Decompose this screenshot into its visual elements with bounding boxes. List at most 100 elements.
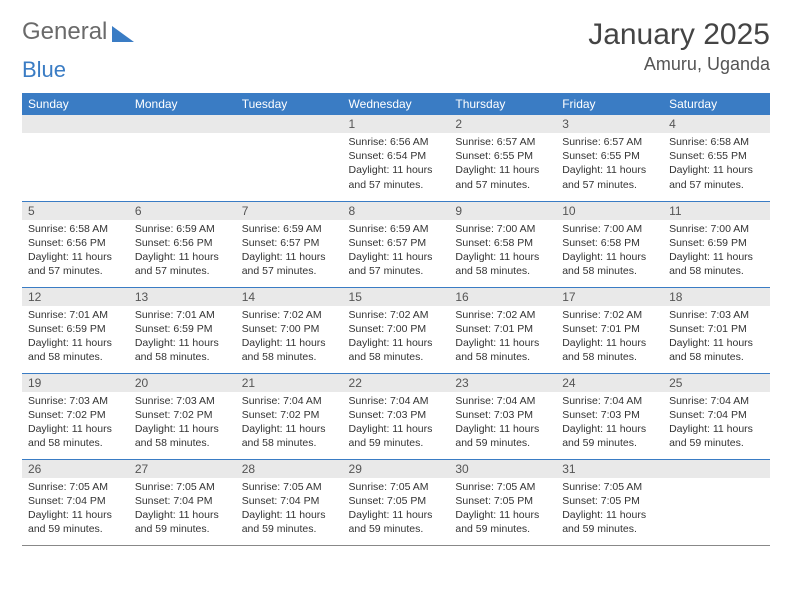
- date-bar: 22: [343, 374, 450, 392]
- logo-triangle-icon: [112, 26, 134, 42]
- date-bar: 5: [22, 202, 129, 220]
- day-info: Sunrise: 6:57 AMSunset: 6:55 PMDaylight:…: [449, 133, 556, 198]
- date-bar: 13: [129, 288, 236, 306]
- calendar-cell: 28Sunrise: 7:05 AMSunset: 7:04 PMDayligh…: [236, 459, 343, 545]
- calendar-cell: 3Sunrise: 6:57 AMSunset: 6:55 PMDaylight…: [556, 115, 663, 201]
- day-info: Sunrise: 7:05 AMSunset: 7:04 PMDaylight:…: [22, 478, 129, 543]
- day-info: Sunrise: 7:03 AMSunset: 7:01 PMDaylight:…: [663, 306, 770, 371]
- date-bar: 7: [236, 202, 343, 220]
- date-bar: [129, 115, 236, 133]
- calendar-cell: 16Sunrise: 7:02 AMSunset: 7:01 PMDayligh…: [449, 287, 556, 373]
- calendar-week-row: 19Sunrise: 7:03 AMSunset: 7:02 PMDayligh…: [22, 373, 770, 459]
- date-bar: 4: [663, 115, 770, 133]
- date-bar: 31: [556, 460, 663, 478]
- date-bar: 1: [343, 115, 450, 133]
- calendar-cell: 12Sunrise: 7:01 AMSunset: 6:59 PMDayligh…: [22, 287, 129, 373]
- day-info: Sunrise: 7:00 AMSunset: 6:58 PMDaylight:…: [556, 220, 663, 285]
- calendar-cell: 9Sunrise: 7:00 AMSunset: 6:58 PMDaylight…: [449, 201, 556, 287]
- date-bar: 8: [343, 202, 450, 220]
- day-info: Sunrise: 7:03 AMSunset: 7:02 PMDaylight:…: [129, 392, 236, 457]
- date-bar: 11: [663, 202, 770, 220]
- calendar-cell: 5Sunrise: 6:58 AMSunset: 6:56 PMDaylight…: [22, 201, 129, 287]
- day-info: Sunrise: 7:00 AMSunset: 6:58 PMDaylight:…: [449, 220, 556, 285]
- calendar-cell: 22Sunrise: 7:04 AMSunset: 7:03 PMDayligh…: [343, 373, 450, 459]
- calendar-cell: 19Sunrise: 7:03 AMSunset: 7:02 PMDayligh…: [22, 373, 129, 459]
- day-info: Sunrise: 6:59 AMSunset: 6:56 PMDaylight:…: [129, 220, 236, 285]
- day-info: Sunrise: 7:00 AMSunset: 6:59 PMDaylight:…: [663, 220, 770, 285]
- date-bar: 17: [556, 288, 663, 306]
- day-info: Sunrise: 7:02 AMSunset: 7:00 PMDaylight:…: [343, 306, 450, 371]
- day-info: Sunrise: 7:02 AMSunset: 7:01 PMDaylight:…: [449, 306, 556, 371]
- calendar-cell: 21Sunrise: 7:04 AMSunset: 7:02 PMDayligh…: [236, 373, 343, 459]
- calendar-cell: 29Sunrise: 7:05 AMSunset: 7:05 PMDayligh…: [343, 459, 450, 545]
- calendar-cell: 2Sunrise: 6:57 AMSunset: 6:55 PMDaylight…: [449, 115, 556, 201]
- day-info: Sunrise: 7:01 AMSunset: 6:59 PMDaylight:…: [129, 306, 236, 371]
- date-bar: 19: [22, 374, 129, 392]
- dayhead-mon: Monday: [129, 93, 236, 115]
- calendar-cell: 24Sunrise: 7:04 AMSunset: 7:03 PMDayligh…: [556, 373, 663, 459]
- day-info: Sunrise: 7:04 AMSunset: 7:02 PMDaylight:…: [236, 392, 343, 457]
- calendar-cell: 27Sunrise: 7:05 AMSunset: 7:04 PMDayligh…: [129, 459, 236, 545]
- dayhead-tue: Tuesday: [236, 93, 343, 115]
- dayhead-fri: Friday: [556, 93, 663, 115]
- day-info: Sunrise: 7:05 AMSunset: 7:04 PMDaylight:…: [129, 478, 236, 543]
- calendar-cell: 17Sunrise: 7:02 AMSunset: 7:01 PMDayligh…: [556, 287, 663, 373]
- date-bar: 2: [449, 115, 556, 133]
- calendar-cell: 10Sunrise: 7:00 AMSunset: 6:58 PMDayligh…: [556, 201, 663, 287]
- date-bar: 20: [129, 374, 236, 392]
- day-info: Sunrise: 7:03 AMSunset: 7:02 PMDaylight:…: [22, 392, 129, 457]
- date-bar: 29: [343, 460, 450, 478]
- date-bar: 21: [236, 374, 343, 392]
- calendar-cell: [22, 115, 129, 201]
- day-info: Sunrise: 6:56 AMSunset: 6:54 PMDaylight:…: [343, 133, 450, 198]
- date-bar: 10: [556, 202, 663, 220]
- calendar-week-row: 1Sunrise: 6:56 AMSunset: 6:54 PMDaylight…: [22, 115, 770, 201]
- day-info: Sunrise: 7:05 AMSunset: 7:04 PMDaylight:…: [236, 478, 343, 543]
- day-info: Sunrise: 7:05 AMSunset: 7:05 PMDaylight:…: [449, 478, 556, 543]
- day-info: Sunrise: 7:02 AMSunset: 7:01 PMDaylight:…: [556, 306, 663, 371]
- calendar-cell: 23Sunrise: 7:04 AMSunset: 7:03 PMDayligh…: [449, 373, 556, 459]
- day-info: Sunrise: 6:59 AMSunset: 6:57 PMDaylight:…: [343, 220, 450, 285]
- day-info: Sunrise: 7:02 AMSunset: 7:00 PMDaylight:…: [236, 306, 343, 371]
- calendar-cell: [236, 115, 343, 201]
- logo-word-2: Blue: [22, 57, 770, 83]
- date-bar: 9: [449, 202, 556, 220]
- day-info: Sunrise: 6:58 AMSunset: 6:55 PMDaylight:…: [663, 133, 770, 198]
- date-bar: 16: [449, 288, 556, 306]
- calendar-week-row: 12Sunrise: 7:01 AMSunset: 6:59 PMDayligh…: [22, 287, 770, 373]
- date-bar: 15: [343, 288, 450, 306]
- calendar-cell: 8Sunrise: 6:59 AMSunset: 6:57 PMDaylight…: [343, 201, 450, 287]
- day-info: Sunrise: 7:05 AMSunset: 7:05 PMDaylight:…: [556, 478, 663, 543]
- day-info: Sunrise: 7:04 AMSunset: 7:04 PMDaylight:…: [663, 392, 770, 457]
- date-bar: 6: [129, 202, 236, 220]
- calendar-cell: 4Sunrise: 6:58 AMSunset: 6:55 PMDaylight…: [663, 115, 770, 201]
- calendar-cell: 1Sunrise: 6:56 AMSunset: 6:54 PMDaylight…: [343, 115, 450, 201]
- logo: General: [22, 18, 136, 46]
- month-title: January 2025: [588, 18, 770, 52]
- date-bar: 30: [449, 460, 556, 478]
- calendar-cell: 15Sunrise: 7:02 AMSunset: 7:00 PMDayligh…: [343, 287, 450, 373]
- calendar-cell: 26Sunrise: 7:05 AMSunset: 7:04 PMDayligh…: [22, 459, 129, 545]
- day-info: Sunrise: 6:58 AMSunset: 6:56 PMDaylight:…: [22, 220, 129, 285]
- date-bar: [663, 460, 770, 478]
- date-bar: [236, 115, 343, 133]
- dayhead-sat: Saturday: [663, 93, 770, 115]
- logo-word-1: General: [22, 18, 107, 46]
- date-bar: 14: [236, 288, 343, 306]
- calendar-cell: [129, 115, 236, 201]
- dayhead-wed: Wednesday: [343, 93, 450, 115]
- day-info: Sunrise: 7:04 AMSunset: 7:03 PMDaylight:…: [556, 392, 663, 457]
- day-info: Sunrise: 6:59 AMSunset: 6:57 PMDaylight:…: [236, 220, 343, 285]
- calendar-body: 1Sunrise: 6:56 AMSunset: 6:54 PMDaylight…: [22, 115, 770, 545]
- calendar-table: Sunday Monday Tuesday Wednesday Thursday…: [22, 93, 770, 546]
- date-bar: 25: [663, 374, 770, 392]
- calendar-cell: 18Sunrise: 7:03 AMSunset: 7:01 PMDayligh…: [663, 287, 770, 373]
- date-bar: 28: [236, 460, 343, 478]
- calendar-week-row: 5Sunrise: 6:58 AMSunset: 6:56 PMDaylight…: [22, 201, 770, 287]
- dayhead-sun: Sunday: [22, 93, 129, 115]
- calendar-cell: 14Sunrise: 7:02 AMSunset: 7:00 PMDayligh…: [236, 287, 343, 373]
- date-bar: 26: [22, 460, 129, 478]
- date-bar: 12: [22, 288, 129, 306]
- day-info: Sunrise: 7:05 AMSunset: 7:05 PMDaylight:…: [343, 478, 450, 543]
- date-bar: 18: [663, 288, 770, 306]
